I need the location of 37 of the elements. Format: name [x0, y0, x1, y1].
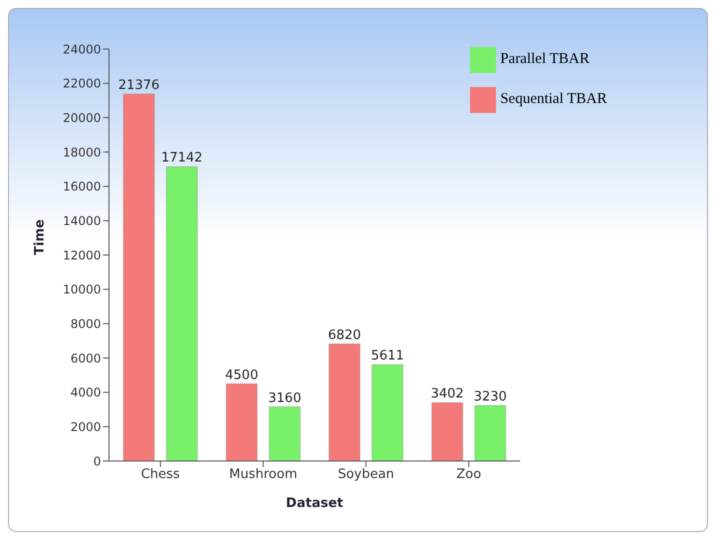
- y-tick-label: 24000: [62, 42, 101, 56]
- bar: [474, 405, 506, 461]
- data-label: 3160: [268, 390, 302, 406]
- y-axis-title: Time: [32, 219, 48, 255]
- bar: [166, 166, 198, 461]
- x-tick-label: Mushroom: [229, 467, 298, 482]
- x-axis-title: Dataset: [286, 496, 344, 511]
- bar: [122, 94, 155, 461]
- bar: [371, 364, 404, 461]
- data-label: 3230: [474, 390, 507, 405]
- y-tick-label: 12000: [62, 248, 101, 262]
- y-tick-label: 20000: [62, 110, 101, 125]
- y-tick-label: 16000: [62, 180, 101, 194]
- y-tick-label: 6000: [70, 351, 101, 366]
- y-tick-label: 22000: [62, 76, 101, 91]
- y-tick-label: 18000: [62, 145, 101, 160]
- y-tick-label: 10000: [62, 282, 101, 297]
- legend-label: Sequential TBAR: [500, 91, 607, 107]
- bar: [328, 343, 360, 461]
- data-label: 21376: [118, 78, 160, 94]
- y-tick-label: 14000: [62, 214, 101, 228]
- data-label: 5611: [370, 348, 404, 364]
- bar: [226, 383, 258, 461]
- x-tick-label: Soybean: [338, 467, 394, 482]
- data-label: 4500: [225, 368, 258, 383]
- y-tick-label: 4000: [70, 386, 101, 400]
- y-tick-label: 0: [93, 454, 101, 468]
- bar: [431, 402, 464, 461]
- x-tick-label: Chess: [140, 467, 180, 482]
- data-label: 17142: [161, 150, 203, 166]
- data-label: 6820: [328, 328, 362, 343]
- legend-label: Parallel TBAR: [500, 51, 590, 67]
- x-tick-label: Zoo: [456, 467, 482, 482]
- bar: [268, 406, 301, 461]
- y-tick-label: 2000: [70, 420, 101, 434]
- data-label: 3402: [430, 386, 464, 402]
- y-tick-label: 8000: [70, 316, 101, 331]
